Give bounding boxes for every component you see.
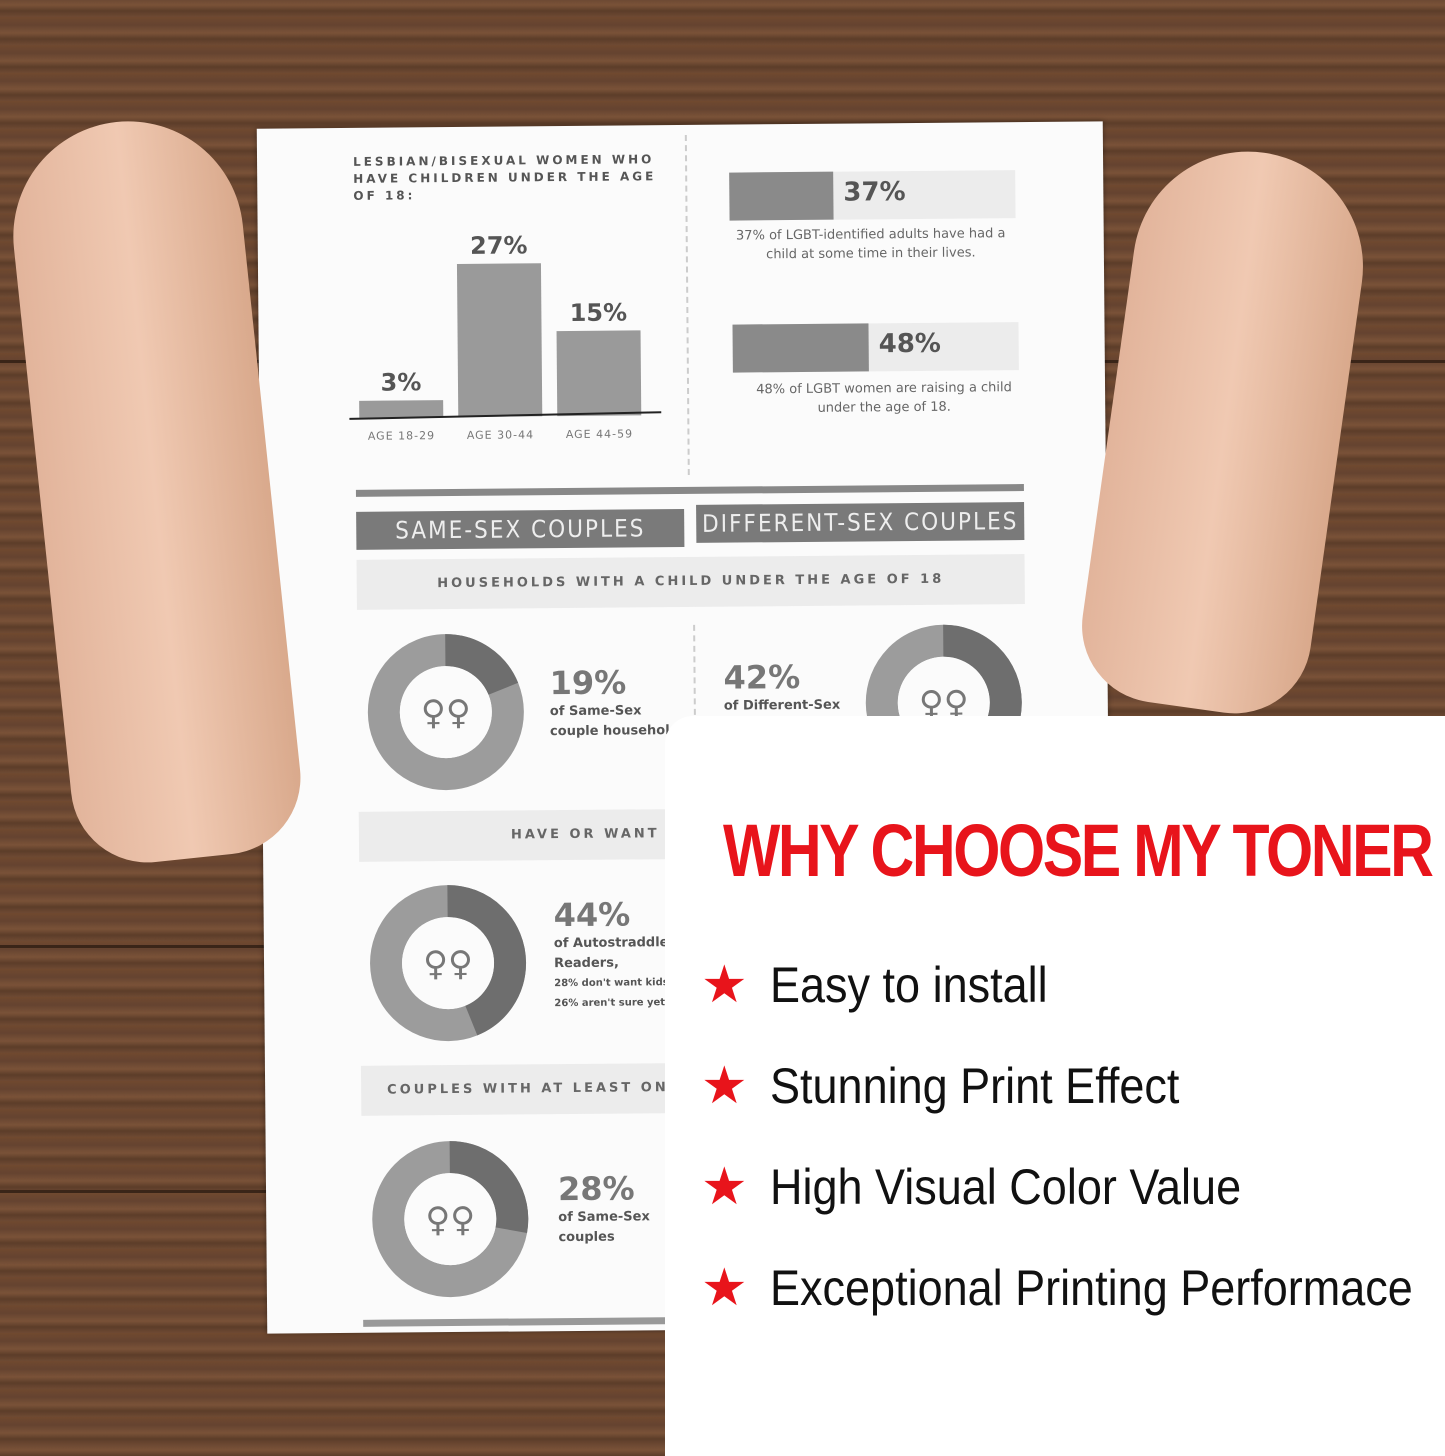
donut-segment [370, 885, 527, 1042]
donut-text: of Same-Sex [549, 703, 642, 720]
feature-card: WHY CHOOSE MY TONER ★ Easy to install ★ St… [665, 716, 1445, 1456]
stat-text: 37% of LGBT-identified adults have had a… [735, 226, 1006, 263]
star-icon: ★ [701, 955, 748, 1015]
star-icon: ★ [701, 1157, 748, 1217]
x-tick-label: AGE 18-29 [368, 429, 435, 443]
bar-value-label: 27% [470, 231, 528, 260]
donut-text: 26% aren't sure yet [554, 997, 666, 1010]
different-sex-header: DIFFERENT-SEX COUPLES [696, 502, 1025, 543]
bar-value-label: 3% [380, 368, 421, 396]
rule [355, 484, 1024, 497]
donut-label: 28% of Same-Sex couples [558, 1169, 650, 1248]
same-sex-header: SAME-SEX COUPLES [356, 508, 685, 550]
female-couple-symbol-icon: ♀♀ [421, 693, 471, 733]
donut-value: 42% [723, 657, 801, 697]
donut-label: 19% of Same-Sex couple households [549, 663, 686, 742]
donut-text: of Different-Sex [723, 697, 841, 714]
x-axis [349, 411, 662, 420]
card-title: WHY CHOOSE MY TONER [723, 809, 1434, 892]
female-couple-symbol-icon: ♀♀ [423, 944, 473, 984]
bar [456, 263, 543, 417]
donut-text: couples [558, 1229, 615, 1246]
feature-item: ★ Stunning Print Effect [701, 1057, 1225, 1115]
feature-text: High Visual Color Value [769, 1159, 1241, 1215]
donut-chart: ♀♀ [370, 885, 527, 1042]
star-icon: ★ [701, 1258, 748, 1318]
feature-text: Exceptional Printing Performace [769, 1260, 1413, 1316]
stat-value: 37% [843, 177, 906, 208]
x-tick-label: AGE 30-44 [467, 428, 534, 442]
stat-text: 48% of LGBT women are raising a child un… [756, 380, 1012, 416]
stat-bar-48: 48% [732, 322, 1019, 373]
donut-segment [865, 624, 1022, 781]
divider [684, 134, 690, 475]
donut-value: 44% [553, 895, 631, 935]
donut-text: 28% don't want kids [554, 977, 669, 990]
donut-segment [367, 634, 524, 791]
bar-chart: 3% AGE 18-29 27% AGE 30-44 15% AGE 44-59 [349, 231, 662, 443]
right-hand [1072, 136, 1378, 724]
star-icon: ★ [701, 1056, 748, 1116]
feature-item: ★ Easy to install [701, 956, 1078, 1014]
stat-bar-37: 37% [729, 170, 1016, 221]
donut-chart: ♀♀ [367, 634, 524, 791]
female-couple-symbol-icon: ♀♀ [425, 1200, 475, 1240]
x-tick-label: AGE 44-59 [566, 427, 633, 441]
donut-label: 44% of Autostraddle Readers, 28% don't w… [553, 895, 669, 1014]
donut-value: 19% [549, 663, 627, 703]
feature-item: ★ High Visual Color Value [701, 1158, 1293, 1216]
bar-value-label: 15% [570, 298, 628, 327]
donut-value: 28% [557, 1169, 635, 1209]
feature-item: ★ Exceptional Printing Performace [701, 1259, 1445, 1317]
stat-value: 48% [878, 328, 942, 360]
section-header: HOUSEHOLDS WITH A CHILD UNDER THE AGE OF… [356, 554, 1025, 610]
donut-text: of Autostraddle [553, 935, 669, 952]
divider [693, 624, 696, 715]
donut-text: of Same-Sex [558, 1209, 650, 1226]
donut-chart: ♀♀ [372, 1141, 529, 1298]
bar [359, 400, 444, 418]
feature-text: Easy to install [769, 957, 1048, 1013]
donut-label: 42% of Different-Sex [723, 658, 840, 717]
bar [556, 330, 642, 417]
donut-text: Readers, [553, 955, 619, 972]
bar-chart-title: LESBIAN/BISEXUAL WOMEN WHO HAVE CHILDREN… [352, 152, 657, 203]
feature-text: Stunning Print Effect [769, 1058, 1180, 1114]
